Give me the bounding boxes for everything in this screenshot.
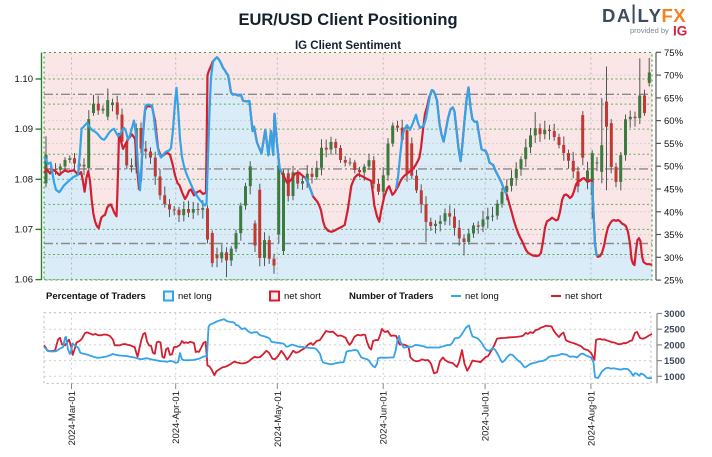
- svg-text:IG Client Sentiment: IG Client Sentiment: [295, 40, 401, 52]
- svg-text:30%: 30%: [664, 253, 684, 264]
- svg-text:2024-Jun-01: 2024-Jun-01: [379, 391, 390, 444]
- svg-text:2024-Aug-01: 2024-Aug-01: [586, 391, 597, 446]
- svg-text:60%: 60%: [664, 116, 684, 127]
- svg-text:net long: net long: [465, 291, 499, 302]
- svg-text:IG: IG: [673, 24, 687, 39]
- svg-text:provided by: provided by: [630, 26, 669, 35]
- svg-text:40%: 40%: [664, 207, 684, 218]
- svg-text:1.09: 1.09: [15, 124, 34, 135]
- svg-text:2024-May-01: 2024-May-01: [273, 391, 284, 447]
- svg-text:2024-Mar-01: 2024-Mar-01: [67, 391, 78, 445]
- svg-text:1.08: 1.08: [15, 174, 34, 185]
- svg-text:25%: 25%: [664, 276, 684, 287]
- svg-text:LY: LY: [638, 5, 663, 26]
- svg-text:1000: 1000: [664, 372, 685, 383]
- svg-text:65%: 65%: [664, 93, 684, 104]
- svg-text:net long: net long: [178, 291, 212, 302]
- svg-text:DA: DA: [602, 5, 632, 26]
- svg-text:45%: 45%: [664, 185, 684, 196]
- svg-text:50%: 50%: [664, 162, 684, 173]
- svg-text:Percentage of Traders: Percentage of Traders: [46, 291, 146, 302]
- svg-text:3000: 3000: [664, 309, 685, 320]
- svg-text:75%: 75%: [664, 48, 684, 59]
- svg-text:net short: net short: [565, 291, 602, 302]
- svg-text:Number of Traders: Number of Traders: [349, 291, 433, 302]
- svg-text:1.06: 1.06: [15, 275, 34, 286]
- svg-text:1.10: 1.10: [15, 74, 34, 85]
- svg-text:1500: 1500: [664, 356, 685, 367]
- svg-text:net short: net short: [284, 291, 321, 302]
- svg-text:70%: 70%: [664, 71, 684, 82]
- svg-text:FX: FX: [662, 5, 687, 26]
- svg-text:1.07: 1.07: [15, 224, 34, 235]
- svg-text:2024-Jul-01: 2024-Jul-01: [481, 391, 492, 441]
- svg-text:35%: 35%: [664, 230, 684, 241]
- svg-text:55%: 55%: [664, 139, 684, 150]
- svg-text:EUR/USD Client Positioning: EUR/USD Client Positioning: [238, 11, 457, 29]
- svg-text:2500: 2500: [664, 325, 685, 336]
- svg-text:2024-Apr-01: 2024-Apr-01: [171, 391, 182, 444]
- svg-text:2000: 2000: [664, 340, 685, 351]
